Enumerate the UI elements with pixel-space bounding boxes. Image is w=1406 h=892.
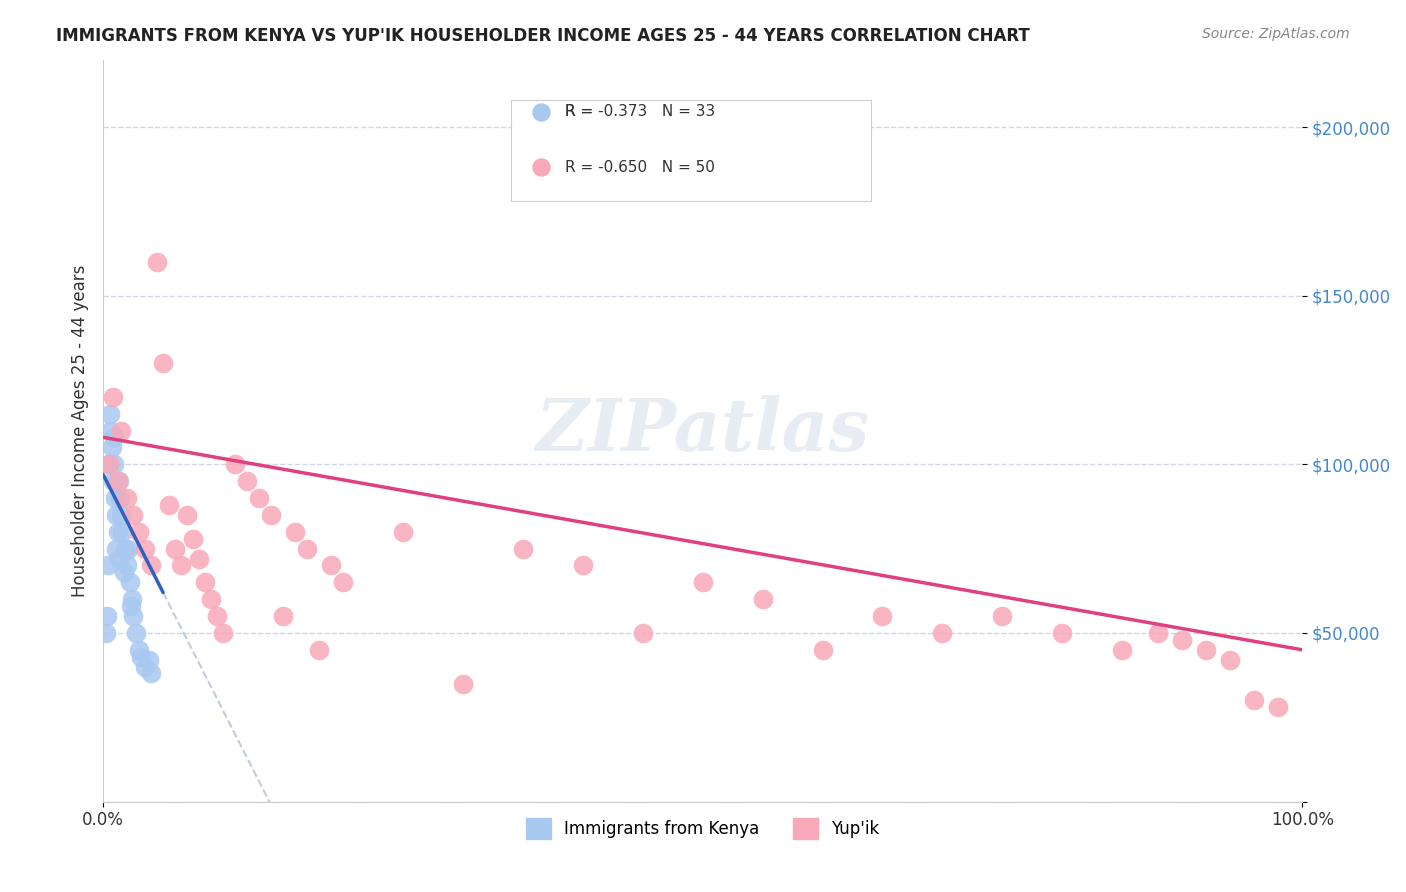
Point xyxy=(139,666,162,681)
Point xyxy=(110,424,132,438)
Point xyxy=(319,558,342,573)
Point xyxy=(117,541,139,556)
Point xyxy=(98,424,121,438)
Point xyxy=(284,524,307,539)
Point xyxy=(98,458,121,472)
Point xyxy=(811,642,834,657)
Point xyxy=(260,508,283,522)
Point xyxy=(104,491,127,505)
Point xyxy=(139,558,162,573)
Point xyxy=(205,609,228,624)
Text: ZIPatlas: ZIPatlas xyxy=(536,395,870,467)
Point xyxy=(96,609,118,624)
Text: Source: ZipAtlas.com: Source: ZipAtlas.com xyxy=(1202,27,1350,41)
Text: IMMIGRANTS FROM KENYA VS YUP'IK HOUSEHOLDER INCOME AGES 25 - 44 YEARS CORRELATIO: IMMIGRANTS FROM KENYA VS YUP'IK HOUSEHOL… xyxy=(56,27,1031,45)
Point xyxy=(512,541,534,556)
Point xyxy=(224,458,246,472)
Point xyxy=(107,474,129,488)
Point xyxy=(107,474,129,488)
Point xyxy=(105,508,128,522)
Point xyxy=(105,541,128,556)
Point xyxy=(1052,626,1074,640)
Point xyxy=(122,508,145,522)
Point xyxy=(114,541,136,556)
Point xyxy=(392,524,415,539)
Point xyxy=(692,575,714,590)
Point xyxy=(110,508,132,522)
Point xyxy=(107,551,129,566)
Point xyxy=(138,653,160,667)
Point xyxy=(100,441,122,455)
Point xyxy=(1195,642,1218,657)
Point xyxy=(118,575,141,590)
Point xyxy=(571,558,593,573)
Point xyxy=(120,599,142,613)
Point xyxy=(124,626,146,640)
Point xyxy=(1219,653,1241,667)
Point xyxy=(101,390,124,404)
Point xyxy=(112,566,135,580)
Point xyxy=(872,609,894,624)
Point xyxy=(332,575,354,590)
Text: R = -0.650   N = 50: R = -0.650 N = 50 xyxy=(565,160,714,175)
Point xyxy=(134,541,156,556)
Legend: Immigrants from Kenya, Yup'ik: Immigrants from Kenya, Yup'ik xyxy=(519,812,886,846)
Point xyxy=(128,524,150,539)
Point xyxy=(131,649,153,664)
Point xyxy=(295,541,318,556)
Point xyxy=(236,474,259,488)
Point xyxy=(247,491,270,505)
Text: R = -0.373   N = 33: R = -0.373 N = 33 xyxy=(565,104,716,119)
Point xyxy=(96,795,118,809)
Y-axis label: Householder Income Ages 25 - 44 years: Householder Income Ages 25 - 44 years xyxy=(72,264,89,597)
Point xyxy=(111,524,134,539)
Point xyxy=(98,458,121,472)
Point xyxy=(308,642,330,657)
Point xyxy=(165,541,187,556)
Point xyxy=(157,498,180,512)
FancyBboxPatch shape xyxy=(510,101,870,201)
Point xyxy=(103,458,125,472)
Point xyxy=(170,558,193,573)
Point xyxy=(1243,693,1265,707)
Point xyxy=(181,532,204,546)
Point xyxy=(188,551,211,566)
Point xyxy=(212,626,235,640)
Point xyxy=(931,626,953,640)
Point xyxy=(1267,700,1289,714)
Point xyxy=(128,642,150,657)
Point xyxy=(146,255,169,269)
Point xyxy=(115,558,138,573)
Text: R =: R = xyxy=(565,104,598,119)
Point xyxy=(176,508,198,522)
Point xyxy=(271,609,294,624)
Point xyxy=(631,626,654,640)
Point xyxy=(1147,626,1170,640)
Point xyxy=(107,524,129,539)
Point xyxy=(96,795,118,809)
Point xyxy=(115,491,138,505)
Point xyxy=(134,659,156,673)
Point xyxy=(101,474,124,488)
Point xyxy=(194,575,217,590)
Point xyxy=(200,592,222,607)
Point xyxy=(97,558,120,573)
Point xyxy=(122,609,145,624)
Point xyxy=(991,609,1014,624)
Point xyxy=(751,592,773,607)
Point xyxy=(451,676,474,690)
Point xyxy=(108,491,131,505)
Point xyxy=(103,430,125,444)
Point xyxy=(1111,642,1133,657)
Point xyxy=(152,356,174,370)
Point xyxy=(1171,632,1194,647)
Point xyxy=(98,407,121,421)
Point xyxy=(94,626,117,640)
Point xyxy=(121,592,143,607)
